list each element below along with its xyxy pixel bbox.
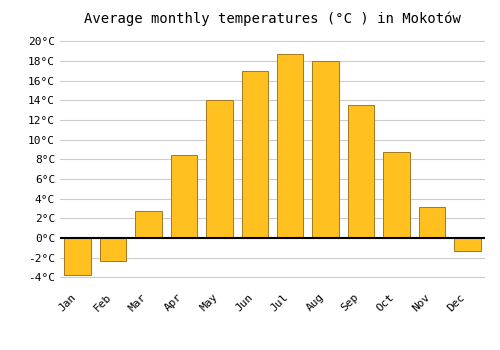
Bar [206,100,233,238]
Bar [100,238,126,261]
Bar [348,105,374,238]
Bar [136,211,162,238]
Bar [383,152,409,238]
Title: Average monthly temperatures (°C ) in Mokotów: Average monthly temperatures (°C ) in Mo… [84,12,461,26]
Bar [312,61,339,238]
Bar [242,71,268,238]
Bar [418,208,445,238]
Bar [454,238,480,251]
Bar [277,54,303,238]
Bar [64,238,91,275]
Bar [170,155,197,238]
